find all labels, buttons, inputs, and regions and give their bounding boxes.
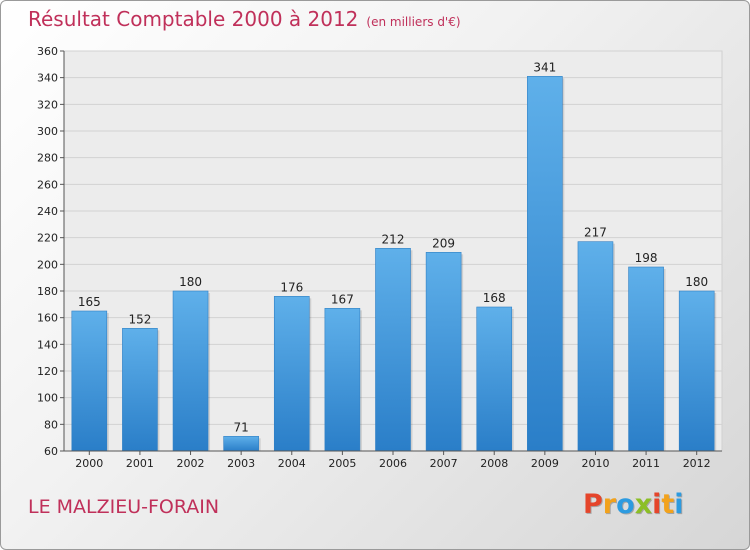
bar [628, 266, 664, 452]
x-tick-label: 2009 [531, 457, 559, 470]
y-tick-label: 160 [37, 312, 58, 325]
bar [273, 296, 310, 452]
y-tick-label: 360 [37, 45, 58, 58]
bar [122, 328, 158, 452]
logo-letter: t [661, 489, 675, 520]
x-tick-label: 2011 [632, 457, 660, 470]
chart-title-text: Résultat Comptable 2000 à 2012 [28, 7, 359, 31]
bar [71, 310, 108, 452]
y-tick-label: 100 [37, 392, 58, 405]
bar-value-label: 165 [78, 295, 101, 309]
y-tick-label: 60 [44, 445, 58, 458]
y-tick-label: 280 [37, 152, 58, 165]
bar [425, 252, 462, 452]
y-tick-label: 80 [44, 418, 58, 431]
y-tick-label: 140 [37, 338, 58, 351]
x-tick-label: 2005 [328, 457, 356, 470]
bar [577, 241, 614, 452]
logo-letter: P [583, 489, 603, 520]
x-tick-label: 2004 [278, 457, 306, 470]
logo-letter: o [616, 489, 635, 520]
bar-value-label: 168 [483, 291, 506, 305]
y-tick-label: 320 [37, 98, 58, 111]
bar-value-label: 176 [280, 280, 303, 294]
bar [527, 76, 563, 452]
bar-value-label: 152 [128, 312, 151, 326]
bar [678, 290, 715, 452]
bar [324, 308, 361, 452]
y-tick-label: 180 [37, 285, 58, 298]
logo-letter: i [652, 489, 662, 520]
bar-value-label: 217 [584, 226, 607, 240]
bar-value-label: 341 [533, 60, 556, 74]
chart-subtitle: (en milliers d'€) [366, 15, 461, 29]
logo-letter: x [634, 489, 653, 520]
bar-value-label: 180 [685, 275, 708, 289]
x-tick-label: 2006 [379, 457, 407, 470]
y-tick-label: 300 [37, 125, 58, 138]
y-tick-label: 220 [37, 232, 58, 245]
x-tick-label: 2001 [126, 457, 154, 470]
bar-value-label: 71 [234, 420, 249, 434]
axes: 60 80 100 120 140 160 180 200 220 240 260 280 300 320… [37, 45, 722, 470]
commune-name: LE MALZIEU-FORAIN [28, 496, 220, 518]
bar-value-label: 167 [331, 292, 354, 306]
y-tick-label: 200 [37, 258, 58, 271]
logo-letter: i [674, 489, 684, 520]
x-tick-label: 2012 [683, 457, 711, 470]
bar [476, 306, 513, 452]
bar-value-label: 180 [179, 275, 202, 289]
x-tick-label: 2003 [227, 457, 255, 470]
bar [375, 248, 411, 452]
y-tick-label: 240 [37, 205, 58, 218]
bar-value-label: 209 [432, 236, 455, 250]
bar-value-label: 198 [635, 251, 658, 265]
x-tick-label: 2000 [75, 457, 103, 470]
y-tick-label: 120 [37, 365, 58, 378]
bar-value-label: 212 [382, 232, 405, 246]
bars: 165 152 180 71 176 167 212 209 168 341 217 198 180 [71, 60, 717, 452]
x-tick-label: 2002 [177, 457, 205, 470]
bar [172, 290, 209, 452]
x-tick-label: 2008 [480, 457, 508, 470]
x-tick-label: 2010 [581, 457, 609, 470]
y-tick-label: 340 [37, 72, 58, 85]
x-tick-label: 2007 [430, 457, 458, 470]
chart-title: Résultat Comptable 2000 à 2012 (en millie… [28, 7, 461, 31]
proxiti-logo: Proxiti [583, 489, 684, 520]
bar [223, 436, 259, 452]
logo-letter: r [602, 489, 617, 520]
y-tick-label: 260 [37, 178, 58, 191]
